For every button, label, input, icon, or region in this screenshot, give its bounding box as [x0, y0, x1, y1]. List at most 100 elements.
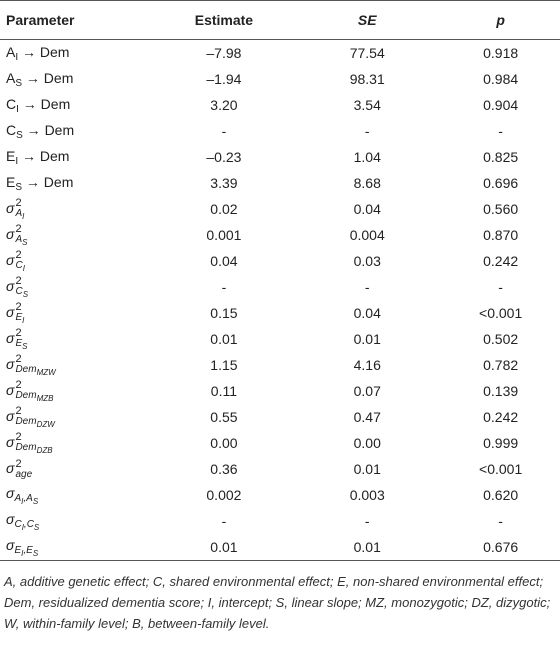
- parameter-script: 2 AS: [15, 223, 27, 247]
- table-row: σ 2 DemMZB 0.11 0.07 0.139: [0, 378, 560, 404]
- value-cell: 0.825: [483, 149, 519, 165]
- table-row: AS → Dem –1.94 98.31 0.984: [0, 66, 560, 92]
- value-cell: 0.47: [353, 409, 381, 425]
- value-cell: 98.31: [349, 71, 385, 87]
- superscript: 2: [15, 378, 22, 391]
- parameter-cell: CI → Dem: [0, 92, 155, 118]
- parameter-subscript: S: [16, 130, 23, 141]
- subscript-text: A: [15, 233, 23, 245]
- subscript-text: C: [15, 285, 23, 297]
- sub-subscript: S: [22, 341, 28, 351]
- subscript-text: Dem: [15, 415, 37, 427]
- parameter-subscript: CI: [15, 260, 24, 273]
- sub-subscript: I: [21, 548, 24, 558]
- parameter-subscript: I: [16, 104, 19, 115]
- parameter-script: 2 EI: [15, 301, 25, 325]
- value-cell: 0.696: [483, 175, 519, 191]
- value-cell: 0.36: [210, 461, 238, 477]
- value-cell: 0.04: [353, 201, 381, 217]
- parameter-cell: σ 2 AS: [0, 222, 155, 248]
- value-cell: 0.01: [353, 331, 381, 347]
- parameter-cell: σ 2 DemMZB: [0, 378, 155, 404]
- parameter-base: σ: [6, 329, 15, 346]
- subscript-text: S: [15, 181, 23, 193]
- parameter-subscript: ES: [15, 338, 28, 351]
- value-cell: 0.04: [210, 253, 238, 269]
- parameter-table: Parameter Estimate SE p AI → Dem –7.98 77.54 0…: [0, 0, 560, 561]
- footnote: A, additive genetic effect; C, shared en…: [4, 574, 551, 631]
- subscript-text: ,C: [23, 518, 34, 530]
- parameter-subscript: I: [15, 156, 18, 167]
- parameter-base: E: [6, 147, 16, 164]
- subscript-text: ,E: [23, 544, 33, 556]
- value-cell: 0.242: [483, 409, 519, 425]
- parameter-cell: σ 2 DemMZW: [0, 352, 155, 378]
- subscript-text: E: [15, 311, 23, 323]
- parameter-base: C: [6, 121, 17, 138]
- value-cell: 0.55: [210, 409, 238, 425]
- value-cell: <0.001: [479, 461, 523, 477]
- superscript: 2: [15, 248, 22, 261]
- table-row: σ 2 age 0.36 0.01 <0.001: [0, 456, 560, 482]
- value-cell: 0.00: [210, 435, 238, 451]
- value-cell: 3.54: [353, 97, 381, 113]
- value-cell: 3.39: [210, 175, 238, 191]
- parameter-subscript: EI: [15, 311, 25, 325]
- parameter-base: σ: [6, 251, 15, 268]
- sub-subscript: S: [32, 548, 39, 558]
- value-cell: 0.07: [353, 383, 381, 399]
- value-cell: -: [498, 123, 503, 139]
- parameter-cell: ES → Dem: [0, 170, 155, 196]
- subscript-text: E: [14, 544, 22, 556]
- column-header: Estimate: [154, 0, 294, 40]
- parameter-cell: σAI,AS: [0, 482, 155, 508]
- value-cell: -: [364, 513, 370, 529]
- table-row: EI → Dem –0.23 1.04 0.825: [0, 144, 560, 170]
- value-cell: –1.94: [206, 71, 242, 87]
- parameter-tail: → Dem: [22, 173, 74, 190]
- subscript-text: ,A: [23, 492, 33, 504]
- parameter-cell: σ 2 CS: [0, 274, 155, 300]
- parameter-cell: σ 2 age: [0, 456, 155, 482]
- parameter-script: 2 CI: [15, 248, 24, 273]
- sub-subscript: S: [33, 522, 40, 532]
- value-cell: 0.15: [210, 305, 238, 321]
- header-row: Parameter Estimate SE p: [0, 0, 560, 40]
- parameter-script: 2 DemDZW: [15, 405, 54, 429]
- sub-subscript: DZB: [36, 445, 53, 455]
- value-cell: –7.98: [206, 45, 242, 61]
- parameter-subscript: S: [15, 78, 22, 89]
- parameter-subscript: AI,AS: [14, 492, 38, 506]
- value-cell: 0.01: [353, 461, 381, 477]
- sub-subscript: I: [22, 315, 25, 325]
- table-row: CI → Dem 3.20 3.54 0.904: [0, 92, 560, 118]
- value-cell: 0.999: [483, 435, 519, 451]
- table-row: σ 2 ES 0.01 0.01 0.502: [0, 326, 560, 352]
- table-row: CS → Dem - - -: [0, 118, 560, 144]
- table-row: σ 2 CS - - -: [0, 274, 560, 300]
- column-header: SE: [293, 0, 442, 40]
- subscript-text: I: [16, 103, 19, 115]
- value-cell: 0.870: [483, 227, 519, 243]
- value-cell: –0.23: [206, 149, 242, 165]
- parameter-script: 2 CS: [15, 275, 29, 299]
- sub-subscript: MZW: [36, 367, 56, 377]
- value-cell: 8.68: [353, 175, 381, 191]
- value-cell: 77.54: [349, 45, 385, 61]
- value-cell: 0.03: [353, 253, 381, 269]
- value-cell: 0.01: [210, 331, 238, 347]
- value-cell: 4.16: [353, 357, 381, 373]
- table-row: σ 2 EI 0.15 0.04 <0.001: [0, 300, 560, 326]
- table-row: σ 2 DemDZB 0.00 0.00 0.999: [0, 430, 560, 456]
- parameter-subscript: AI: [15, 208, 24, 221]
- parameter-tail: → Dem: [22, 121, 75, 138]
- value-cell: -: [221, 279, 227, 295]
- parameter-script: 2 DemDZB: [15, 431, 53, 455]
- sub-subscript: S: [22, 289, 29, 299]
- parameter-base: σ: [6, 225, 15, 242]
- table-row: AI → Dem –7.98 77.54 0.918: [0, 40, 560, 67]
- parameter-base: σ: [6, 277, 15, 294]
- subscript-text: Dem: [15, 389, 37, 401]
- parameter-cell: EI → Dem: [0, 144, 155, 170]
